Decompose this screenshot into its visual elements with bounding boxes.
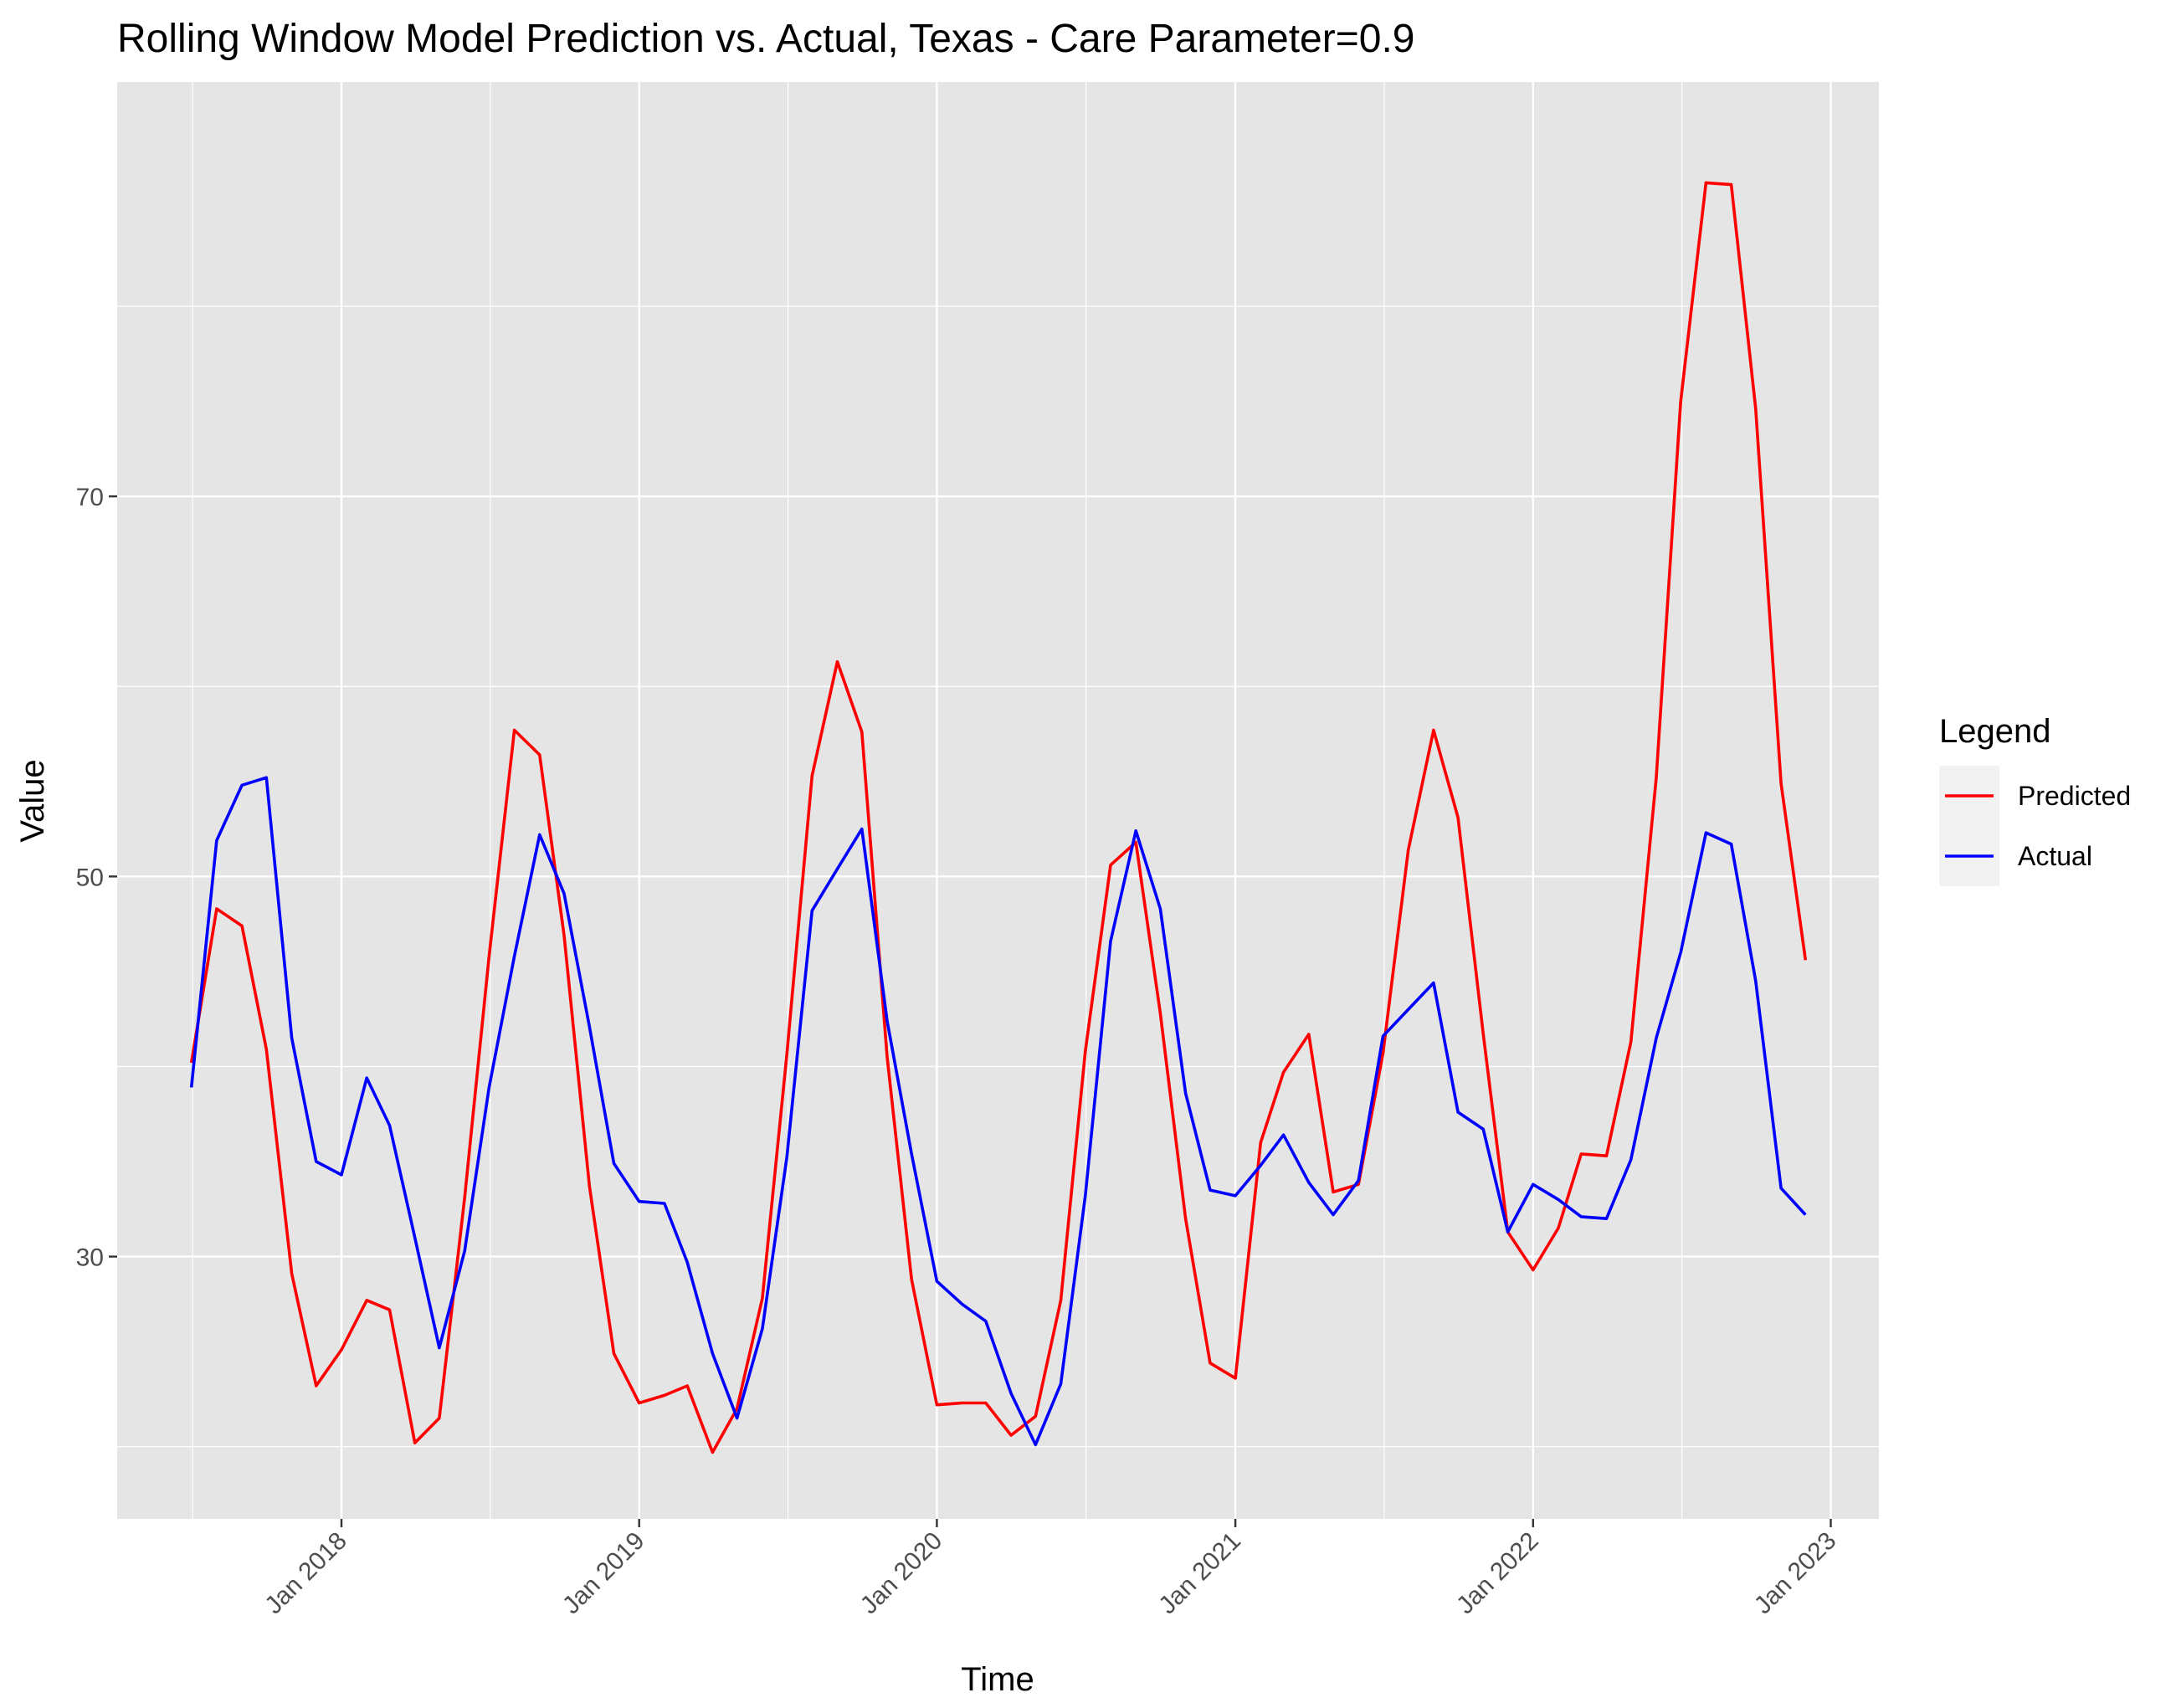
- y-tick-label: 30: [76, 1244, 104, 1272]
- legend: Legend Predicted Actual: [1939, 713, 2131, 886]
- legend-label-predicted: Predicted: [2018, 781, 2131, 811]
- y-tick-label: 70: [76, 484, 104, 511]
- legend-label-actual: Actual: [2018, 841, 2092, 871]
- minor-gridlines: [117, 82, 1879, 1519]
- y-axis-tick-labels: 30 50 70: [76, 484, 104, 1271]
- series-lines: [189, 181, 1808, 1454]
- y-axis-title: Value: [14, 759, 51, 842]
- legend-items: Predicted Actual: [1939, 766, 2131, 886]
- y-tick-label: 50: [76, 864, 104, 891]
- axis-ticks: [109, 495, 1832, 1527]
- plot-panel: [117, 82, 1879, 1519]
- series-line-predicted: [189, 181, 1808, 1454]
- chart-title: Rolling Window Model Prediction vs. Actu…: [117, 17, 1414, 61]
- series-line-actual: [189, 776, 1807, 1447]
- major-gridlines: [117, 82, 1879, 1519]
- x-axis-title: Time: [961, 1661, 1034, 1698]
- legend-title: Legend: [1939, 713, 2050, 750]
